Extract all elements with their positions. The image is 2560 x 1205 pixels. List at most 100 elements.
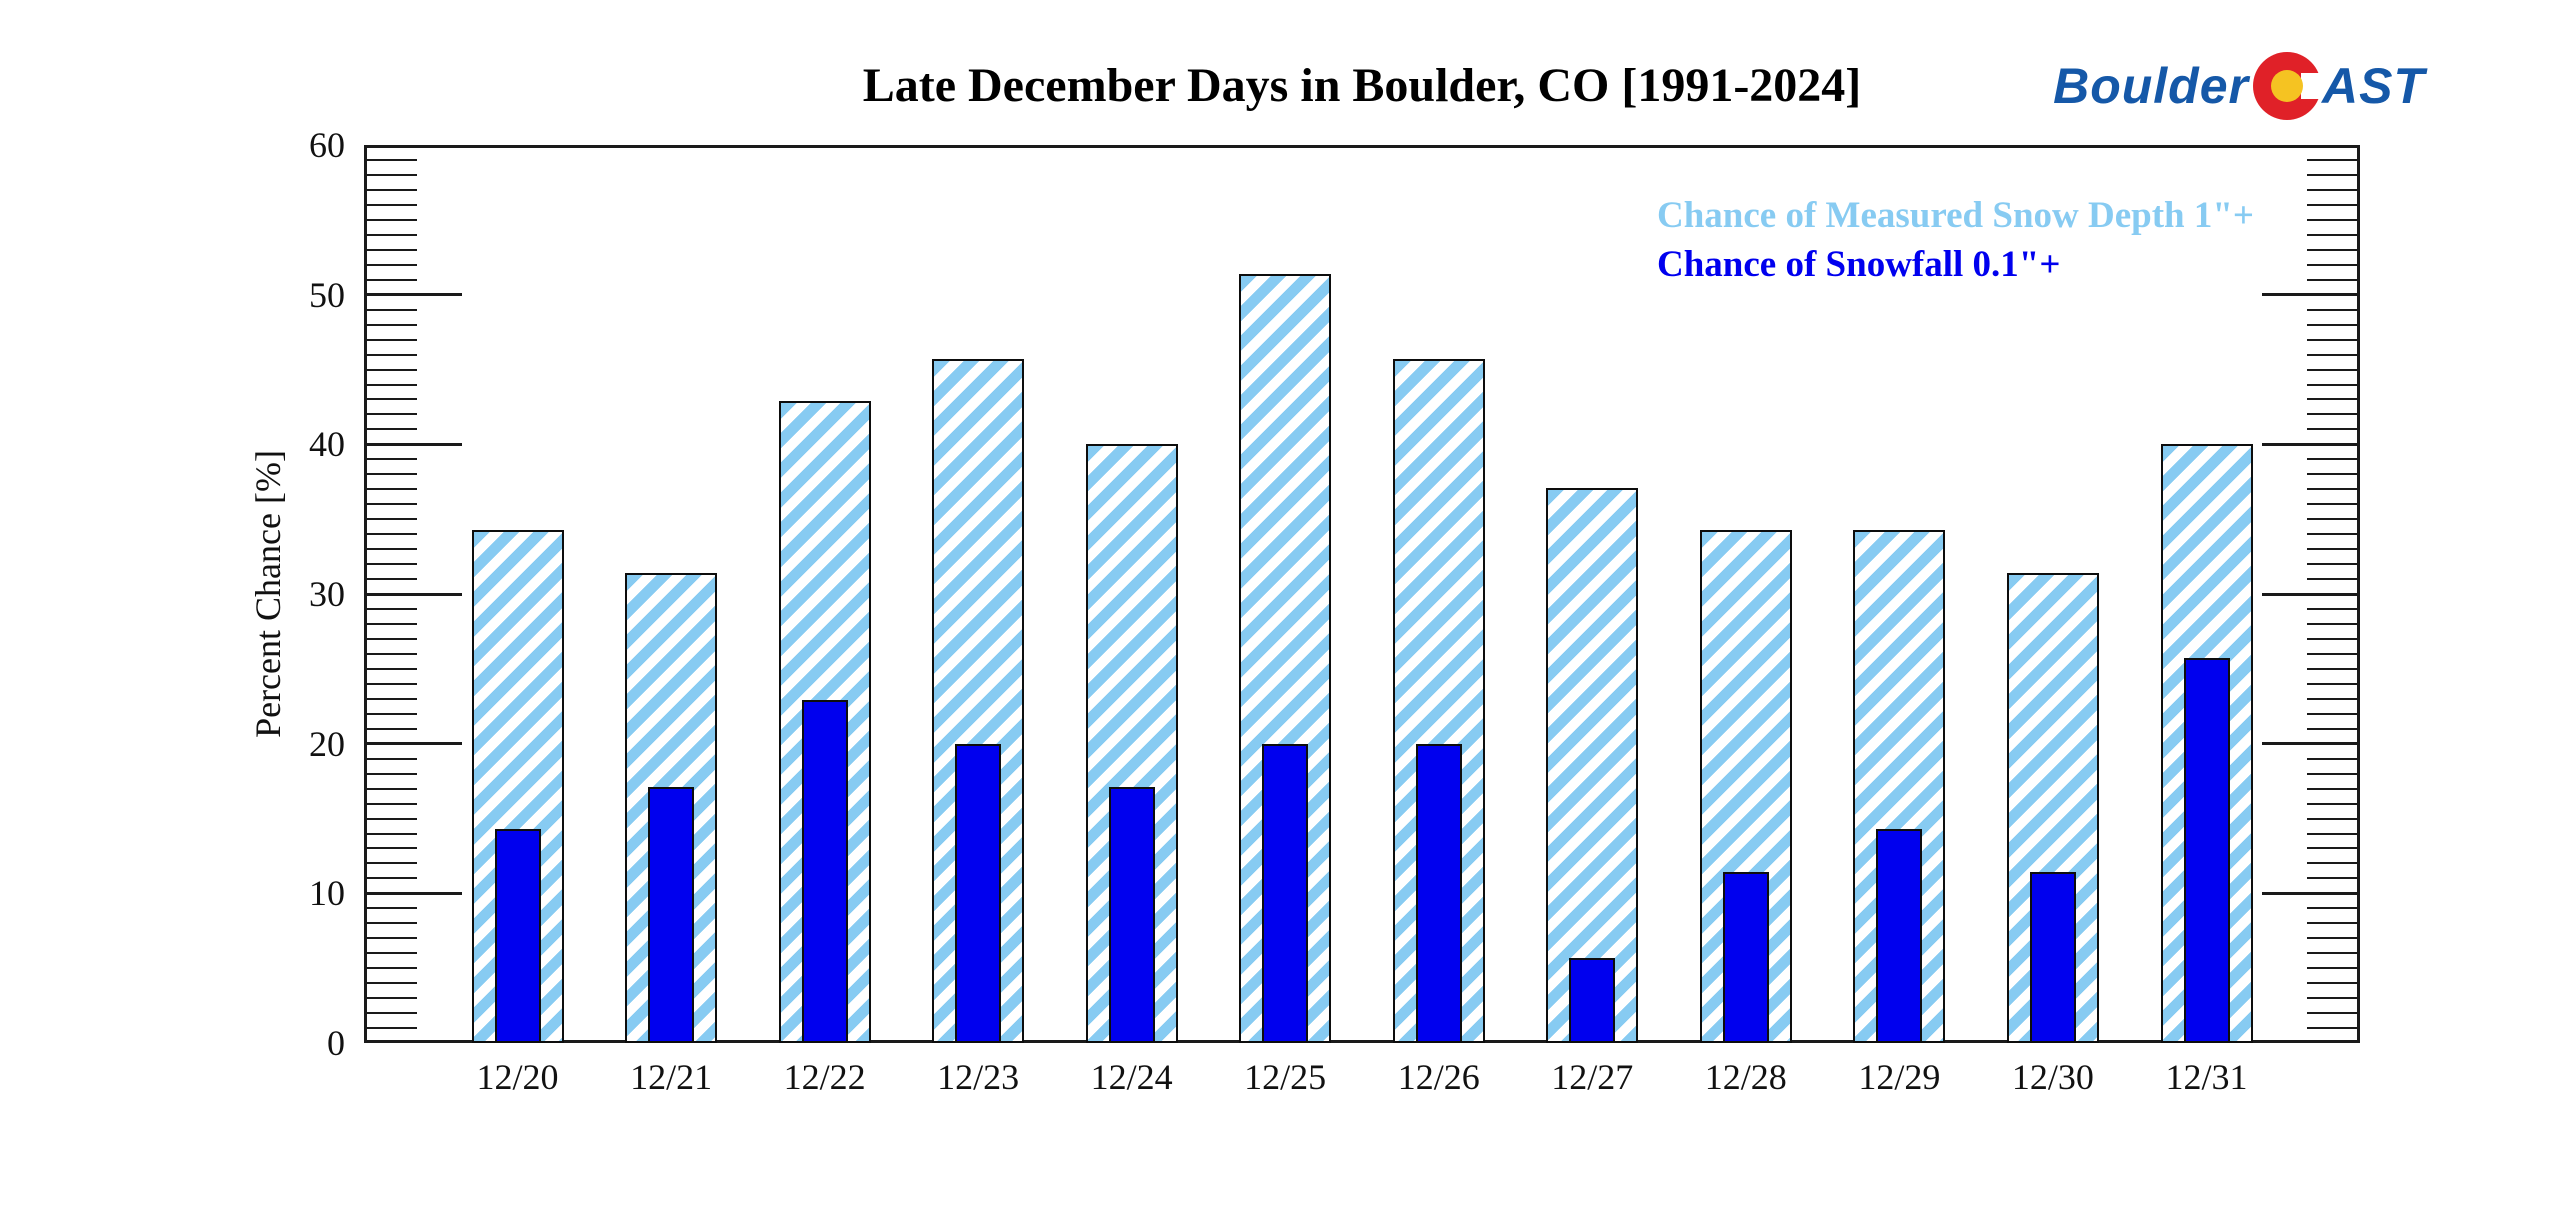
y-minor-tick-right: [2307, 338, 2357, 341]
bar-snowfall: [648, 787, 695, 1043]
bar-snowfall: [1415, 743, 1462, 1043]
y-minor-tick-right: [2307, 637, 2357, 640]
y-minor-tick-left: [367, 188, 417, 191]
y-minor-tick-left: [367, 787, 417, 790]
legend: Chance of Measured Snow Depth 1"+ Chance…: [1657, 191, 2254, 289]
y-minor-tick-left: [367, 203, 417, 206]
bar-snow-depth: [1546, 487, 1639, 1043]
y-minor-tick-left: [367, 652, 417, 655]
y-minor-tick-right: [2307, 548, 2357, 551]
y-minor-tick-left: [367, 413, 417, 416]
x-tick-label: 12/22: [783, 1057, 866, 1097]
y-tick-label: 30: [309, 574, 345, 614]
y-minor-tick-left: [367, 1012, 417, 1015]
y-minor-tick-left: [367, 952, 417, 955]
bar-snowfall: [1108, 787, 1155, 1043]
bar-snowfall: [1722, 872, 1769, 1043]
bar-snowfall: [2029, 872, 2076, 1043]
y-minor-tick-right: [2307, 982, 2357, 985]
bar-snowfall: [2183, 658, 2230, 1043]
y-minor-tick-right: [2307, 697, 2357, 700]
y-minor-tick-right: [2307, 503, 2357, 506]
y-minor-tick-left: [367, 383, 417, 386]
y-minor-tick-right: [2307, 203, 2357, 206]
y-minor-tick-left: [367, 338, 417, 341]
y-minor-tick-left: [367, 608, 417, 610]
y-minor-tick-left: [367, 712, 417, 715]
y-minor-tick-left: [367, 218, 417, 221]
y-tick-label: 10: [309, 873, 345, 914]
y-minor-tick-left: [367, 563, 417, 566]
y-minor-tick-left: [367, 578, 417, 580]
y-minor-tick-left: [367, 458, 417, 461]
y-minor-tick-left: [367, 1027, 417, 1029]
legend-snowfall: Chance of Snowfall 0.1"+: [1657, 244, 2061, 285]
bouldercast-logo: Boulder AST: [2053, 52, 2425, 120]
bar-snowfall: [494, 829, 541, 1043]
colorado-c-center: [2271, 70, 2303, 102]
x-tick-label: 12/20: [476, 1057, 559, 1097]
colorado-c-icon: [2253, 52, 2323, 120]
y-major-tick-left: [367, 442, 462, 446]
y-minor-tick-left: [367, 518, 417, 521]
y-minor-tick-right: [2307, 413, 2357, 416]
y-minor-tick-right: [2307, 847, 2357, 850]
chart-title: Late December Days in Boulder, CO [1991-…: [862, 59, 1862, 112]
y-minor-tick-right: [2307, 667, 2357, 670]
x-tick-label: 12/25: [1244, 1057, 1327, 1097]
y-minor-tick-right: [2307, 832, 2357, 835]
y-minor-tick-right: [2307, 952, 2357, 955]
y-minor-tick-right: [2307, 712, 2357, 715]
y-minor-tick-left: [367, 353, 417, 356]
y-minor-tick-right: [2307, 787, 2357, 790]
x-tick-label: 12/28: [1704, 1057, 1787, 1097]
y-minor-tick-right: [2307, 682, 2357, 685]
y-minor-tick-right: [2307, 159, 2357, 161]
y-minor-tick-left: [367, 667, 417, 670]
bar-snowfall: [1876, 829, 1923, 1043]
y-minor-tick-right: [2307, 398, 2357, 401]
x-tick-label: 12/23: [937, 1057, 1020, 1097]
y-minor-tick-right: [2307, 997, 2357, 1000]
y-minor-tick-right: [2307, 218, 2357, 221]
y-minor-tick-left: [367, 862, 417, 865]
y-minor-tick-right: [2307, 173, 2357, 176]
y-minor-tick-left: [367, 997, 417, 1000]
y-minor-tick-right: [2307, 727, 2357, 730]
bar-snow-depth: [1392, 359, 1485, 1043]
y-major-tick-left: [367, 742, 462, 746]
y-minor-tick-left: [367, 817, 417, 820]
y-minor-tick-right: [2307, 1012, 2357, 1015]
y-minor-tick-right: [2307, 772, 2357, 775]
y-minor-tick-left: [367, 832, 417, 835]
x-tick-label: 12/27: [1551, 1057, 1634, 1097]
bar-snow-depth: [1853, 529, 1946, 1043]
y-minor-tick-left: [367, 548, 417, 551]
logo-text-boulder: Boulder: [2053, 58, 2249, 114]
y-minor-tick-left: [367, 173, 417, 176]
bar-snowfall: [1262, 743, 1309, 1043]
y-minor-tick-right: [2307, 233, 2357, 236]
y-minor-tick-right: [2307, 802, 2357, 805]
y-minor-tick-left: [367, 922, 417, 925]
y-minor-tick-left: [367, 398, 417, 401]
y-minor-tick-right: [2307, 308, 2357, 311]
bar-snowfall: [955, 743, 1002, 1043]
y-tick-label: 60: [309, 125, 345, 165]
y-minor-tick-left: [367, 533, 417, 536]
y-minor-tick-left: [367, 503, 417, 506]
y-minor-tick-left: [367, 727, 417, 730]
y-major-tick-left: [367, 293, 462, 297]
y-minor-tick-left: [367, 488, 417, 491]
legend-snow-depth: Chance of Measured Snow Depth 1"+: [1657, 195, 2254, 236]
x-tick-label: 12/26: [1397, 1057, 1480, 1097]
y-tick-label: 20: [309, 723, 345, 764]
y-minor-tick-right: [2307, 323, 2357, 326]
y-minor-tick-right: [2307, 188, 2357, 191]
y-minor-tick-left: [367, 622, 417, 625]
x-tick-label: 12/30: [2011, 1057, 2094, 1097]
y-minor-tick-left: [367, 473, 417, 476]
y-major-tick-left: [367, 891, 462, 895]
x-tick-label: 12/29: [1858, 1057, 1941, 1097]
